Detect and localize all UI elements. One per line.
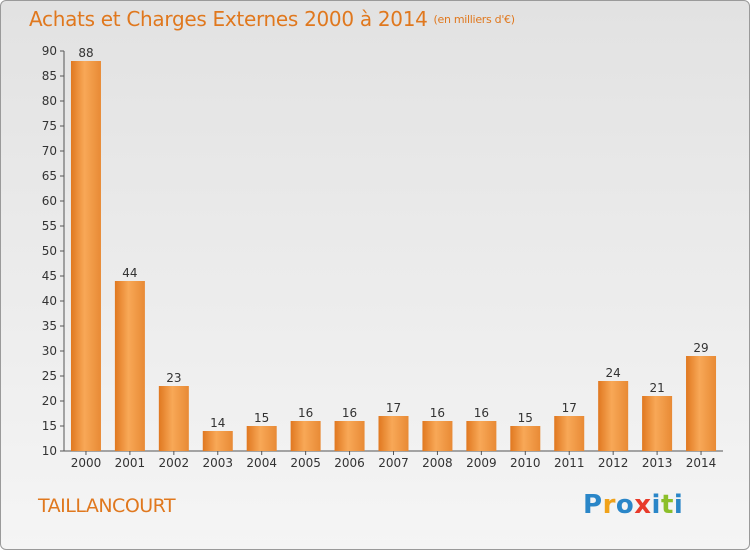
y-tick-label: 65 — [42, 169, 57, 183]
bar-2007 — [378, 416, 409, 451]
bar-value-label: 16 — [474, 406, 489, 420]
bar-2008 — [422, 421, 453, 451]
chart-subtitle: (en milliers d'€) — [433, 13, 515, 26]
bar-value-label: 16 — [430, 406, 445, 420]
y-tick-label: 75 — [42, 119, 57, 133]
bar-value-label: 24 — [606, 366, 621, 380]
y-tick-label: 40 — [42, 294, 57, 308]
proxiti-logo: Proxiti — [583, 490, 683, 520]
x-tick-label: 2009 — [466, 456, 497, 470]
bar-2013 — [642, 396, 673, 451]
x-tick-label: 2004 — [246, 456, 277, 470]
city-name: TAILLANCOURT — [38, 495, 176, 517]
bar-2009 — [466, 421, 497, 451]
y-tick-label: 85 — [42, 69, 57, 83]
x-tick-label: 2006 — [334, 456, 365, 470]
bar-2002 — [158, 386, 189, 451]
x-tick-label: 2000 — [71, 456, 102, 470]
logo-letter: x — [634, 490, 652, 520]
chart-axes: 10 15 20 25 30 35 40 45 50 55 60 65 70 75 80 85 90 — [42, 44, 723, 458]
y-tick-label: 50 — [42, 244, 57, 258]
bar-2001 — [114, 281, 145, 451]
bar-value-label: 16 — [298, 406, 313, 420]
bar-2012 — [598, 381, 629, 451]
y-tick-label: 90 — [42, 44, 57, 58]
bar-2005 — [290, 421, 321, 451]
y-tick-label: 25 — [42, 369, 57, 383]
logo-letter: r — [602, 490, 616, 520]
y-tick-label: 45 — [42, 269, 57, 283]
x-tick-label: 2002 — [159, 456, 190, 470]
bar-2000 — [70, 61, 101, 451]
bar-2006 — [334, 421, 365, 451]
y-tick-label: 10 — [42, 444, 57, 458]
bar-value-label: 17 — [562, 401, 577, 415]
bar-value-label: 44 — [122, 266, 137, 280]
bar-value-label: 29 — [693, 341, 708, 355]
bar-value-label: 23 — [166, 371, 181, 385]
bar-2004 — [246, 426, 277, 451]
y-tick-label: 20 — [42, 394, 57, 408]
y-tick-label: 55 — [42, 219, 57, 233]
logo-letter: i — [651, 490, 661, 520]
y-tick-label: 60 — [42, 194, 57, 208]
logo-letter: P — [583, 490, 603, 520]
x-tick-label: 2005 — [290, 456, 321, 470]
bar-value-label: 15 — [254, 411, 269, 425]
x-tick-label: 2007 — [378, 456, 409, 470]
y-tick-label: 80 — [42, 94, 57, 108]
y-tick-label: 30 — [42, 344, 57, 358]
logo-letter: t — [660, 490, 674, 520]
bar-2014 — [686, 356, 717, 451]
logo-letter: i — [673, 490, 684, 520]
y-tick-label: 15 — [42, 419, 57, 433]
bar-value-label: 15 — [518, 411, 533, 425]
x-tick-label: 2011 — [554, 456, 585, 470]
bar-2010 — [510, 426, 541, 451]
x-tick-label: 2013 — [642, 456, 673, 470]
y-tick-label: 70 — [42, 144, 57, 158]
bar-value-label: 88 — [78, 46, 93, 60]
chart-bars — [70, 61, 717, 451]
logo-letter: o — [615, 490, 635, 520]
x-tick-label: 2001 — [115, 456, 146, 470]
x-tick-label: 2003 — [202, 456, 233, 470]
x-tick-label: 2010 — [510, 456, 541, 470]
chart-title-text: Achats et Charges Externes 2000 à 2014 — [29, 7, 428, 31]
chart-labels: 88 2000 44 2001 23 2002 14 2003 15 2004 16 2005 16 20… — [71, 46, 717, 470]
x-tick-label: 2012 — [598, 456, 629, 470]
x-tick-label: 2014 — [686, 456, 717, 470]
chart-title: Achats et Charges Externes 2000 à 2014 (e… — [29, 7, 515, 31]
bar-2011 — [554, 416, 585, 451]
bar-2003 — [202, 431, 233, 451]
bar-value-label: 21 — [649, 381, 664, 395]
y-tick-label: 35 — [42, 319, 57, 333]
bar-value-label: 17 — [386, 401, 401, 415]
bar-value-label: 14 — [210, 416, 225, 430]
x-tick-label: 2008 — [422, 456, 453, 470]
bar-value-label: 16 — [342, 406, 357, 420]
